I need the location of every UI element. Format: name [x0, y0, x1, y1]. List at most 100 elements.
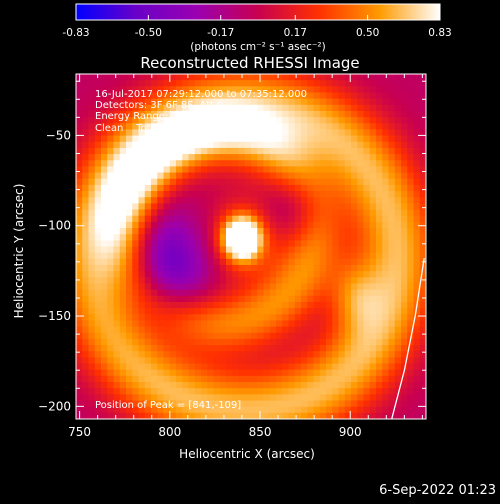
heatmap-cell [107, 406, 114, 414]
heatmap-cell [263, 264, 271, 272]
heatmap-cell [288, 314, 296, 321]
heatmap-cell [107, 264, 114, 272]
heatmap-cell [363, 240, 371, 247]
heatmap-cell [157, 240, 164, 247]
heatmap-cell [401, 252, 408, 260]
heatmap-cell [244, 92, 252, 100]
heatmap-cell [188, 228, 196, 235]
heatmap-cell [369, 363, 377, 371]
heatmap-cell [226, 221, 233, 229]
heatmap-cell [219, 228, 227, 235]
heatmap-cell [257, 406, 264, 414]
heatmap-cell [144, 258, 152, 266]
heatmap-cell [219, 406, 227, 414]
heatmap-cell [257, 135, 264, 143]
heatmap-cell [101, 264, 108, 272]
heatmap-cell [201, 301, 208, 309]
heatmap-cell [338, 203, 346, 210]
heatmap-cell [301, 234, 308, 241]
heatmap-cell [144, 314, 152, 321]
heatmap-cell [382, 178, 389, 186]
heatmap-cell [394, 129, 402, 137]
heatmap-cell [138, 308, 146, 315]
heatmap-cell [407, 228, 414, 235]
heatmap-cell [263, 357, 271, 364]
heatmap-cell [176, 369, 183, 377]
heatmap-cell [194, 74, 202, 81]
heatmap-cell [238, 301, 246, 309]
heatmap-cell [157, 197, 164, 204]
heatmap-cell [382, 345, 389, 352]
axis-ticks: 750 800 850 900−50−100−150−200 [38, 74, 426, 439]
heatmap-cell [307, 117, 314, 124]
heatmap-cell [251, 110, 258, 118]
heatmap-cell [151, 117, 158, 124]
heatmap-cell [326, 135, 333, 143]
heatmap-cell [107, 98, 114, 106]
heatmap-cell [407, 369, 414, 377]
heatmap-cell [163, 400, 171, 408]
heatmap-cell [338, 221, 346, 229]
heatmap-cell [313, 234, 321, 241]
heatmap-cell [376, 86, 383, 93]
heatmap-cell [294, 271, 302, 278]
heatmap-cell [301, 80, 308, 87]
heatmap-cell [344, 197, 352, 204]
heatmap-cell [101, 301, 108, 309]
heatmap-cell [307, 406, 314, 414]
heatmap-cell [351, 209, 358, 217]
heatmap-cell [188, 184, 196, 192]
heatmap-cell [113, 74, 121, 81]
heatmap-cell [207, 74, 214, 81]
heatmap-cell [201, 74, 208, 81]
heatmap-cell [294, 394, 302, 401]
heatmap-cell [288, 252, 296, 260]
heatmap-cell [176, 234, 183, 241]
heatmap-cell [282, 154, 289, 161]
heatmap-cell [226, 258, 233, 266]
heatmap-cell [344, 92, 352, 100]
heatmap-cell [257, 289, 264, 297]
plot-frame [75, 73, 427, 420]
heatmap-cell [357, 289, 364, 297]
heatmap-cell [344, 240, 352, 247]
heatmap-cell [351, 289, 358, 297]
heatmap-cell [76, 375, 83, 383]
heatmap-cell [257, 98, 264, 106]
heatmap-cell [151, 295, 158, 303]
heatmap-cell [126, 147, 133, 155]
heatmap-cell [144, 221, 152, 229]
heatmap-cell [332, 369, 339, 377]
heatmap-cell [219, 246, 227, 254]
heatmap-cell [232, 357, 239, 364]
heatmap-cell [144, 332, 152, 340]
heatmap-cell [207, 86, 214, 93]
heatmap-cell [107, 289, 114, 297]
heatmap-cell [413, 123, 421, 130]
heatmap-cell [357, 332, 364, 340]
heatmap-cell [301, 184, 308, 192]
heatmap-cell [119, 406, 127, 414]
heatmap-cell [88, 74, 96, 81]
heatmap-cell [151, 246, 158, 254]
heatmap-cell [269, 221, 277, 229]
heatmap-cell [251, 314, 258, 321]
heatmap-cell [401, 332, 408, 340]
heatmap-cell [94, 301, 102, 309]
heatmap-cell [388, 345, 396, 352]
heatmap-cell [332, 382, 339, 389]
heatmap-cell [313, 246, 321, 254]
heatmap-cell [332, 264, 339, 272]
heatmap-cell [332, 388, 339, 395]
heatmap-cell [138, 117, 146, 124]
heatmap-cell [201, 215, 208, 223]
heatmap-cell [269, 172, 277, 180]
heatmap-cell [232, 141, 239, 149]
heatmap-cell [94, 264, 102, 272]
heatmap-cell [301, 277, 308, 284]
heatmap-cell [401, 388, 408, 395]
heatmap-cell [369, 228, 377, 235]
heatmap-cell [319, 375, 327, 383]
heatmap-cell [282, 123, 289, 130]
heatmap-cell [132, 221, 139, 229]
